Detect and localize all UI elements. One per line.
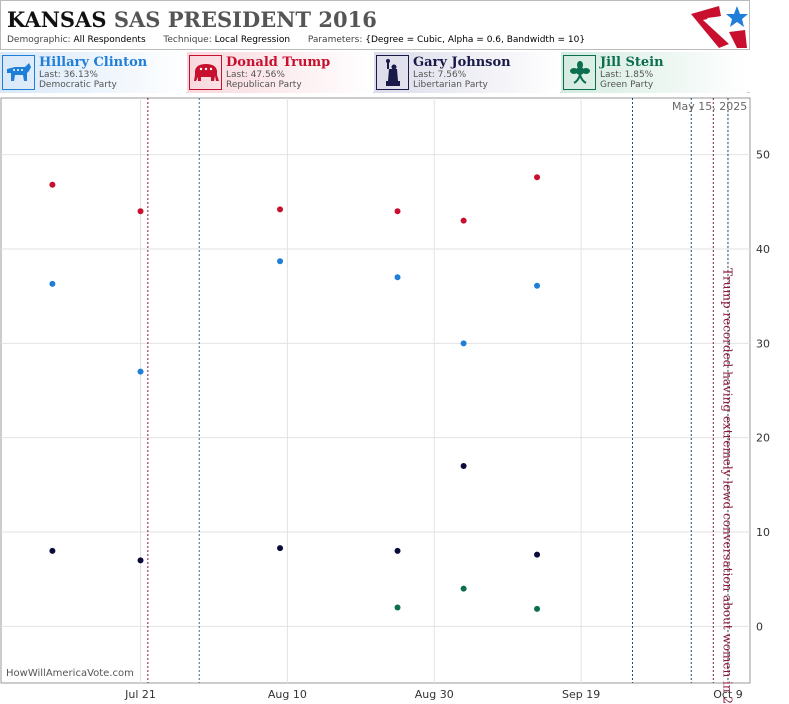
data-point — [137, 208, 144, 215]
data-point — [460, 585, 467, 592]
data-point — [394, 604, 401, 611]
x-tick-label: Aug 30 — [415, 688, 454, 701]
candidate-stein: Jill Stein Last: 1.85% Green Party — [561, 52, 747, 93]
parameters-line: Demographic: All Respondents Technique: … — [7, 35, 585, 45]
data-point — [137, 557, 144, 564]
data-point — [277, 545, 284, 552]
candidate-johnson: Gary Johnson Last: 7.56% Libertarian Par… — [374, 52, 560, 93]
demographic-label: Demographic: — [7, 35, 71, 45]
candidate-party: Libertarian Party — [413, 80, 488, 90]
data-point — [394, 547, 401, 554]
x-tick-label: Oct 9 — [713, 688, 743, 701]
x-tick-label: Sep 19 — [562, 688, 600, 701]
data-point — [394, 208, 401, 215]
parameters-value: {Degree = Cubic, Alpha = 0.6, Bandwidth … — [365, 35, 586, 45]
page-title: KANSAS SAS PRESIDENT 2016 — [7, 7, 377, 32]
candidate-name: Donald Trump — [226, 55, 331, 70]
candidate-party: Green Party — [600, 80, 654, 90]
data-point — [460, 217, 467, 224]
x-tick-label: Aug 10 — [268, 688, 307, 701]
site-credit: HowWillAmericaVote.com — [6, 668, 134, 679]
event-annotation: Trump recorded having extremely lewd con… — [720, 268, 734, 704]
elephant-icon — [189, 55, 222, 90]
title-subtitle: SAS PRESIDENT 2016 — [113, 7, 377, 32]
date-label: May 15, 2025 — [672, 100, 748, 113]
x-tick-label: Jul 21 — [124, 688, 156, 701]
technique-value: Local Regression — [214, 35, 291, 45]
y-tick-label: 30 — [756, 337, 770, 350]
data-point — [137, 368, 144, 375]
candidate-clinton: Hillary Clinton Last: 36.13% Democratic … — [0, 52, 186, 93]
candidate-last: Last: 36.13% — [39, 70, 98, 80]
technique-label: Technique: — [163, 35, 212, 45]
donkey-icon — [2, 55, 35, 90]
candidate-trump: Donald Trump Last: 47.56% Republican Par… — [187, 52, 373, 93]
candidate-name: Gary Johnson — [413, 55, 511, 70]
y-tick-label: 0 — [756, 620, 763, 633]
candidate-last: Last: 1.85% — [600, 70, 654, 80]
data-point — [49, 280, 56, 287]
data-point — [460, 462, 467, 469]
data-point — [534, 551, 541, 558]
data-point — [460, 340, 467, 347]
candidate-name: Jill Stein — [600, 55, 664, 70]
flower-icon — [563, 55, 596, 90]
star-logo-icon — [691, 6, 748, 48]
demographic-value: All Respondents — [73, 35, 146, 45]
y-tick-label: 40 — [756, 243, 770, 256]
data-point — [534, 174, 541, 181]
candidate-last: Last: 47.56% — [226, 70, 285, 80]
data-point — [534, 605, 541, 612]
candidate-legend: Hillary Clinton Last: 36.13% Democratic … — [0, 52, 750, 93]
candidate-party: Republican Party — [226, 80, 302, 90]
candidate-party: Democratic Party — [39, 80, 117, 90]
y-tick-label: 50 — [756, 149, 770, 162]
statue-of-liberty-icon — [376, 55, 409, 90]
plot-area — [0, 97, 751, 684]
data-point — [394, 274, 401, 281]
data-point — [277, 258, 284, 265]
parameters-label: Parameters: — [307, 35, 363, 45]
data-point — [277, 206, 284, 213]
title-state: KANSAS — [7, 7, 107, 32]
y-tick-label: 10 — [756, 526, 770, 539]
candidate-last: Last: 7.56% — [413, 70, 467, 80]
scatter-chart: 0 10 20 30 40 50 Jul 21 Aug 10 Aug 30 Sep 19 Oct 9… — [0, 97, 770, 704]
data-point — [49, 181, 56, 188]
data-point — [534, 282, 541, 289]
header: KANSAS SAS PRESIDENT 2016 Demographic: A… — [0, 0, 750, 50]
data-point — [49, 547, 56, 554]
y-tick-label: 20 — [756, 432, 770, 445]
candidate-name: Hillary Clinton — [39, 55, 148, 70]
